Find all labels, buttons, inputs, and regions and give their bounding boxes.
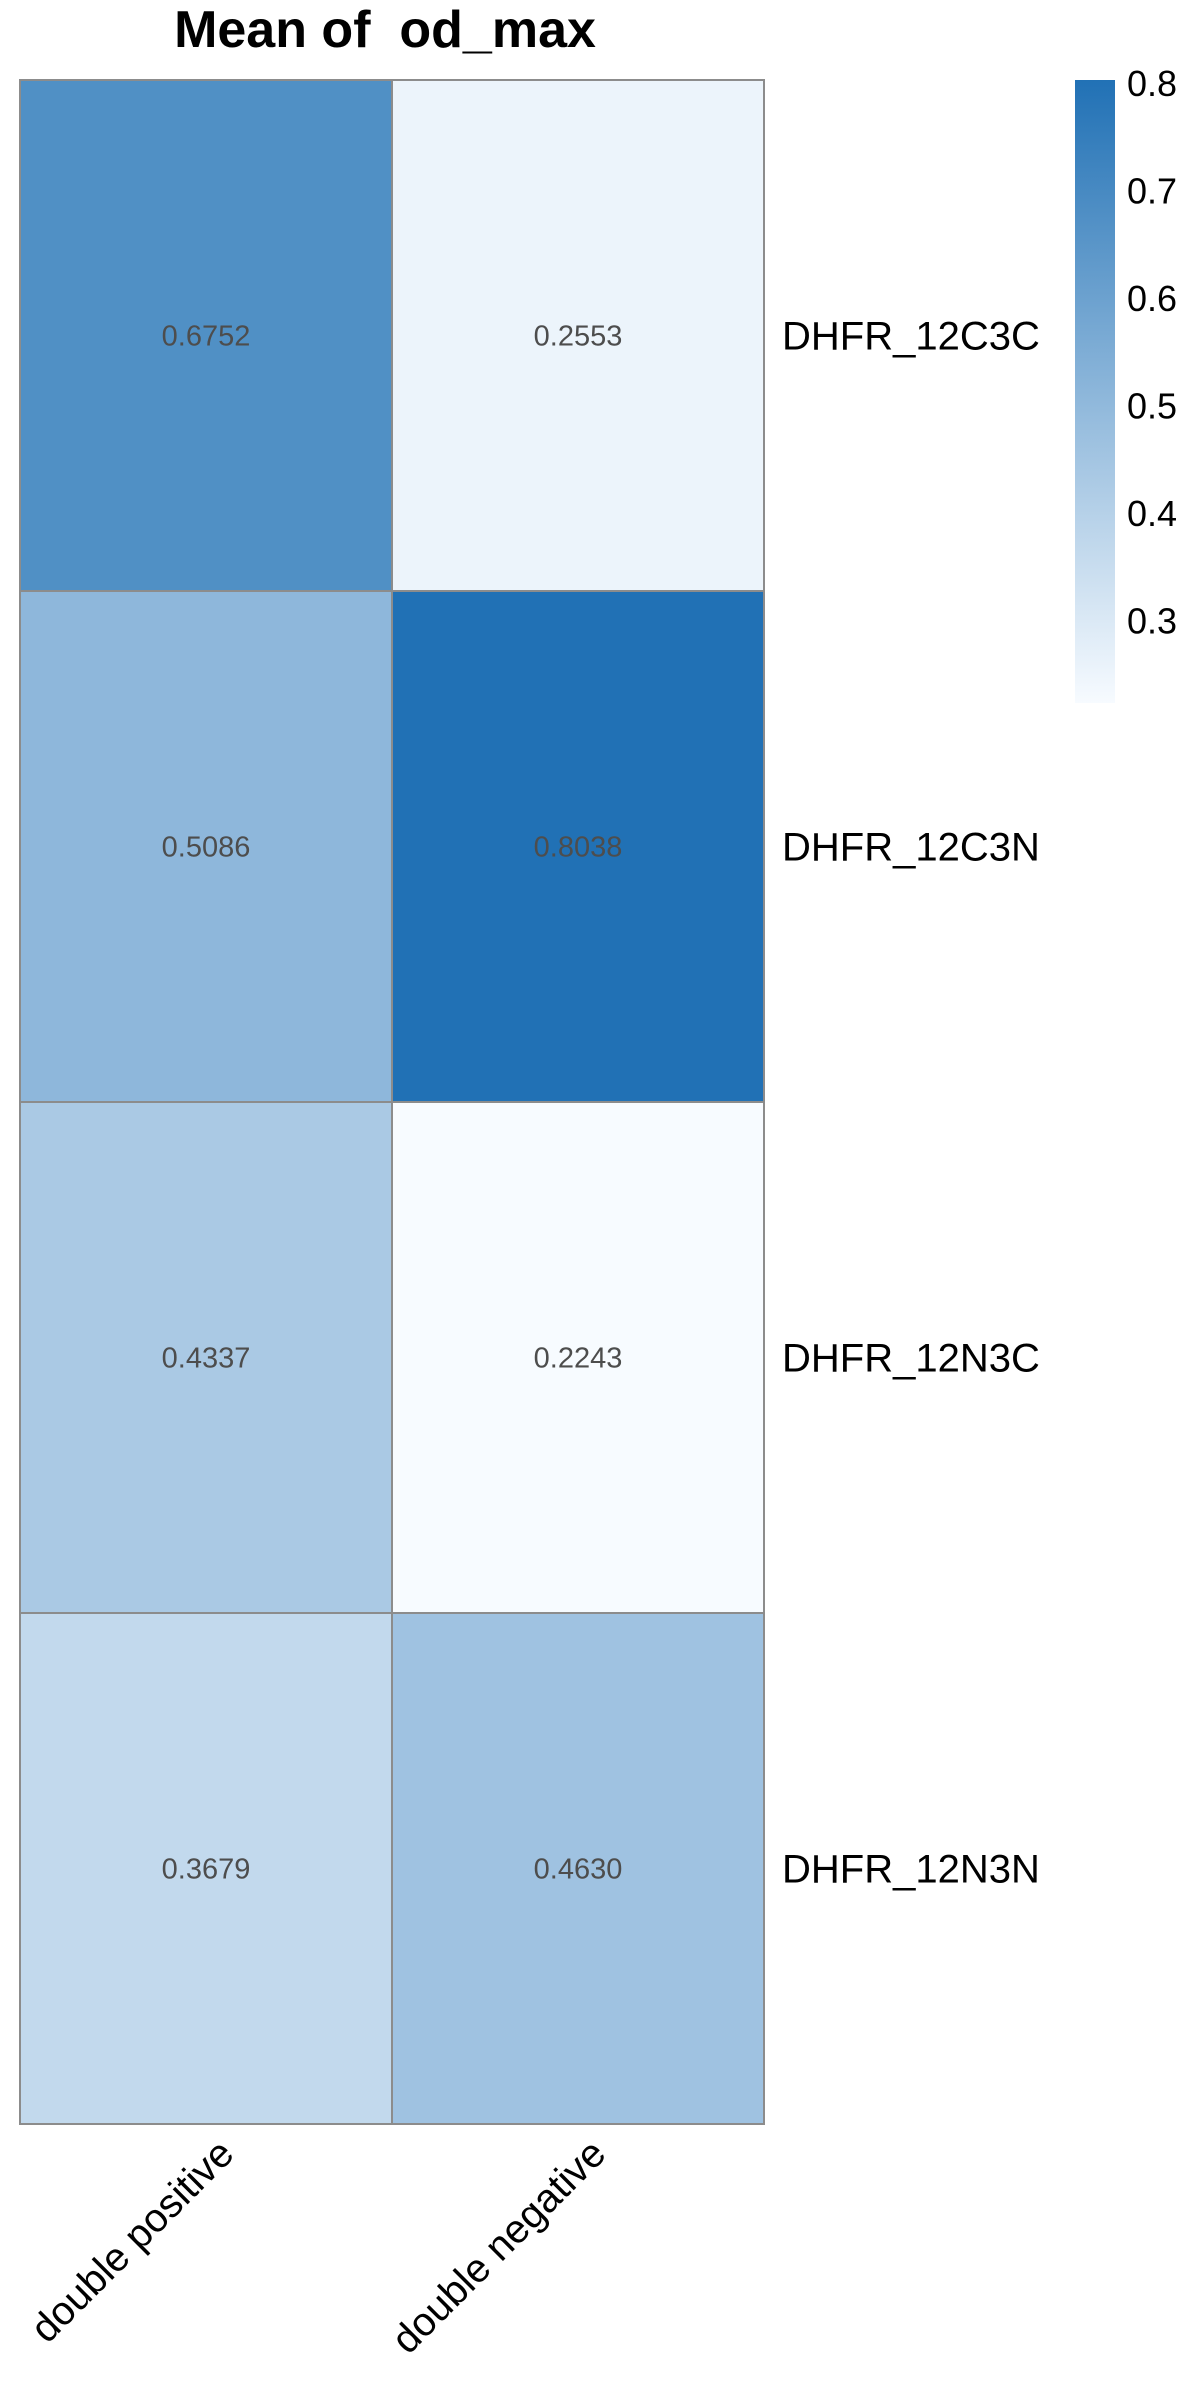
- cell-value-label: 0.6752: [162, 321, 251, 353]
- row-label: DHFR_12N3C: [782, 1337, 1040, 1381]
- legend-tick-label: 0.3: [1127, 601, 1177, 642]
- cell-value-label: 0.8038: [534, 832, 623, 864]
- heatmap-cell: [391, 1101, 765, 1614]
- column-label: double negative: [384, 2131, 615, 2362]
- legend-tick-label: 0.6: [1127, 278, 1177, 319]
- legend-tick-label: 0.7: [1127, 171, 1177, 212]
- row-labels: DHFR_12C3C DHFR_12C3N DHFR_12N3C DHFR_12N3N: [782, 315, 1040, 1892]
- cell-value-label: 0.2243: [534, 1343, 623, 1375]
- heatmap-cell: [19, 590, 393, 1103]
- row-label: DHFR_12N3N: [782, 1848, 1040, 1892]
- heatmap-cell: [391, 590, 765, 1103]
- cell-value-label: 0.3679: [162, 1854, 251, 1886]
- chart-title: Mean of od_max: [174, 1, 596, 59]
- cell-value-label: 0.4337: [162, 1343, 251, 1375]
- row-label: DHFR_12C3C: [782, 315, 1040, 359]
- heatmap-cell: [19, 1101, 393, 1614]
- heatmap-cell: [19, 1612, 393, 2125]
- cell-value-label: 0.2553: [534, 321, 623, 353]
- column-labels: double positive double negative: [23, 2131, 615, 2362]
- heatmap-cell: [391, 79, 765, 592]
- column-label: double positive: [23, 2131, 243, 2351]
- color-legend: 0.3 0.4 0.5 0.6 0.7 0.8: [1075, 63, 1177, 703]
- cell-value-label: 0.5086: [162, 832, 251, 864]
- row-label: DHFR_12C3N: [782, 826, 1040, 870]
- heatmap-cell: [391, 1612, 765, 2125]
- heatmap-cell: [19, 79, 393, 592]
- legend-color-bar: [1075, 80, 1115, 703]
- legend-tick-label: 0.4: [1127, 493, 1177, 534]
- legend-tick-label: 0.8: [1127, 63, 1177, 104]
- legend-tick-label: 0.5: [1127, 386, 1177, 427]
- cell-value-label: 0.4630: [534, 1854, 623, 1886]
- heatmap-cells: 0.6752 0.2553 0.5086 0.8038 0.4337 0.2243 0.36…: [19, 79, 765, 2125]
